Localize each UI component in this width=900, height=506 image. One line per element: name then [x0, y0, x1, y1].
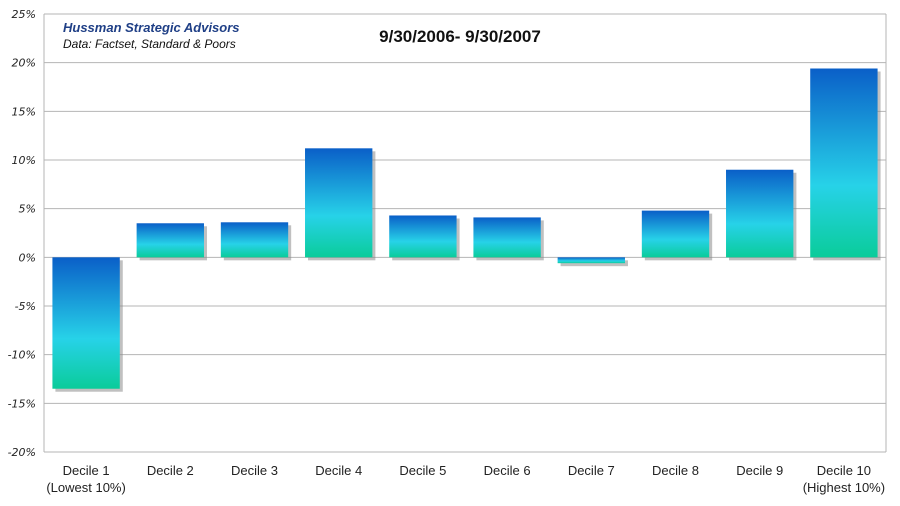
y-tick-label: -15% — [8, 397, 36, 410]
bar — [726, 169, 794, 258]
bar — [52, 257, 120, 389]
y-tick-label: -20% — [8, 446, 36, 459]
bar — [136, 223, 204, 258]
bars — [52, 68, 878, 389]
x-tick-label: (Lowest 10%) — [46, 480, 125, 495]
y-tick-label: 15% — [12, 105, 36, 118]
bar — [641, 210, 710, 258]
source-data: Data: Factset, Standard & Poors — [63, 37, 236, 51]
y-tick-label: 0% — [19, 251, 36, 264]
bar — [473, 217, 541, 258]
y-axis-ticks: 25% 20% 15% 10% 5% 0% -5% -10% -15% -20% — [8, 8, 36, 459]
x-tick-label: Decile 3 — [231, 463, 278, 478]
bar — [810, 68, 878, 258]
source-org: Hussman Strategic Advisors — [63, 20, 240, 35]
x-tick-label: Decile 9 — [736, 463, 783, 478]
y-tick-label: 5% — [19, 203, 36, 216]
y-tick-label: -10% — [8, 349, 36, 362]
y-tick-label: -5% — [15, 300, 36, 313]
x-tick-label: Decile 7 — [568, 463, 615, 478]
bar — [389, 215, 457, 258]
x-tick-label: Decile 4 — [315, 463, 362, 478]
x-tick-label: Decile 8 — [652, 463, 699, 478]
bar-shadow — [560, 260, 628, 267]
chart-title: 9/30/2006- 9/30/2007 — [379, 27, 541, 46]
y-tick-label: 20% — [12, 57, 36, 70]
x-tick-label: Decile 2 — [147, 463, 194, 478]
y-tick-label: 25% — [12, 8, 36, 21]
x-tick-label: Decile 1 — [63, 463, 110, 478]
x-tick-label: Decile 6 — [484, 463, 531, 478]
bar — [305, 148, 373, 258]
bar — [220, 222, 289, 258]
bar — [557, 257, 625, 264]
x-tick-label: Decile 10 — [817, 463, 871, 478]
y-tick-label: 10% — [12, 154, 36, 167]
x-tick-label: (Highest 10%) — [803, 480, 885, 495]
x-tick-label: Decile 5 — [399, 463, 446, 478]
x-axis-ticks: Decile 1 (Lowest 10%) Decile 2 Decile 3 Deci… — [46, 463, 885, 495]
